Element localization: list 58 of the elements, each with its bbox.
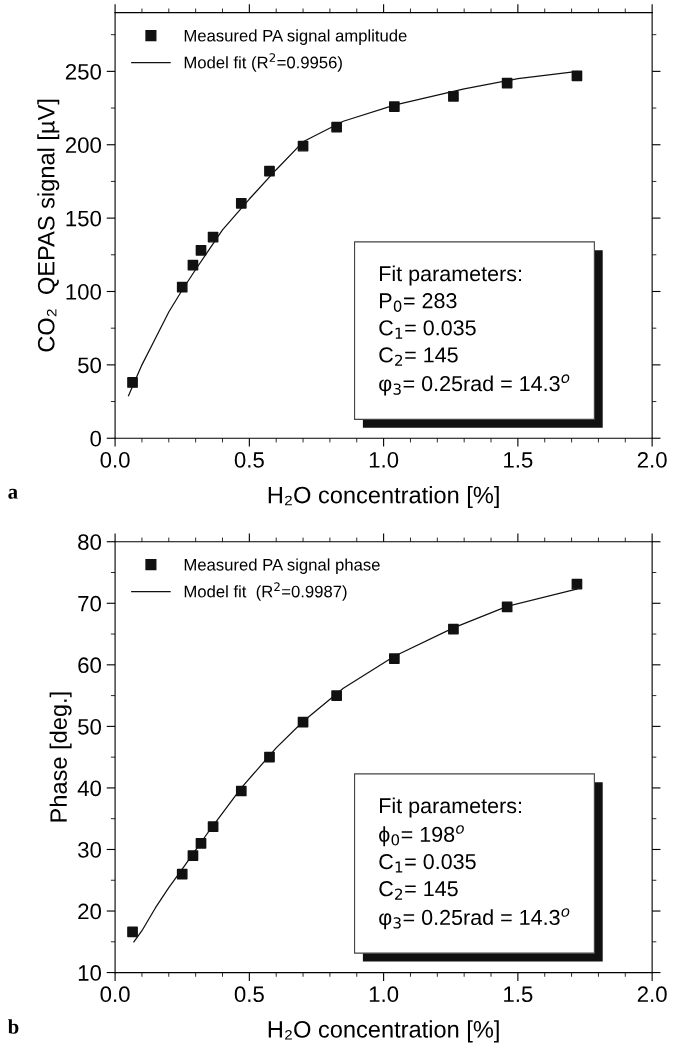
point bbox=[331, 121, 342, 133]
point bbox=[176, 281, 188, 293]
y-tick-label: 40 bbox=[77, 780, 102, 797]
point bbox=[264, 165, 275, 177]
y-tick-label: 10 bbox=[78, 965, 102, 981]
point bbox=[235, 785, 247, 797]
point bbox=[571, 70, 583, 82]
point bbox=[127, 926, 138, 938]
y-tick-label: 50 bbox=[78, 718, 102, 735]
point bbox=[571, 578, 583, 590]
legend-label: Measured PA signal phase bbox=[184, 558, 380, 574]
point bbox=[207, 231, 219, 243]
point bbox=[176, 868, 188, 880]
x-tick-label: 1.0 bbox=[369, 986, 399, 1003]
point bbox=[195, 245, 207, 256]
legend-label: Measured PA signal amplitude bbox=[184, 29, 407, 45]
y-tick-label: 0 bbox=[90, 430, 102, 447]
x-axis-title: H₂O concentration [%] bbox=[268, 1020, 499, 1043]
x-tick-label: 2.0 bbox=[637, 452, 667, 468]
text: Fit parameters: P$_{0}$= 283 C$_{1}$= 0.035 C$_{2}$= 145 φ$_{3}$= 0.25rad = 14.3$^{o}$ bbox=[379, 265, 570, 396]
point bbox=[187, 850, 199, 861]
x-tick-label: 2.0 bbox=[637, 986, 667, 1003]
y-tick-label: 60 bbox=[78, 657, 102, 674]
point bbox=[448, 623, 459, 635]
point bbox=[448, 90, 459, 102]
text: Fit parameters: ϕ$_{0}$= 198$^{o}$ C$_{1}$= 0.035 C$_{2}$= 145 φ$_{3}$= 0.25rad = 14.3$^{o}$ bbox=[379, 797, 570, 930]
x-tick-label: 0.5 bbox=[234, 452, 264, 468]
x-tick-label: 0.0 bbox=[100, 452, 130, 468]
x-axis-title: H₂O concentration [%] bbox=[268, 486, 499, 509]
x-tick-label: 1.5 bbox=[504, 452, 533, 468]
point bbox=[127, 377, 138, 388]
x-tick-label: 0.0 bbox=[100, 986, 130, 1003]
point bbox=[195, 837, 207, 849]
point bbox=[235, 198, 247, 209]
x-tick-label: 0.5 bbox=[234, 986, 264, 1003]
x-tick-label: 1.0 bbox=[369, 452, 399, 468]
y-tick-label: 70 bbox=[78, 595, 102, 612]
y-axis-title: CO₂ QEPAS signal [µV] bbox=[37, 99, 60, 352]
x-tick-label: 1.5 bbox=[504, 986, 533, 1003]
y-tick-label: 150 bbox=[66, 210, 102, 227]
legend-label: Model fit (R$^{2}$=0.9956) bbox=[184, 53, 342, 72]
text: a bbox=[8, 488, 18, 499]
point bbox=[331, 690, 342, 701]
point bbox=[264, 751, 275, 763]
legend-label: Model fit (R$^{2}$=0.9987) bbox=[184, 582, 347, 601]
point bbox=[207, 821, 219, 833]
y-tick-label: 200 bbox=[65, 137, 102, 154]
point bbox=[297, 140, 309, 152]
y-tick-label: 50 bbox=[78, 357, 102, 374]
text: b bbox=[7, 1019, 19, 1034]
y-tick-label: 250 bbox=[65, 63, 102, 80]
point bbox=[388, 653, 400, 665]
y-tick-label: 100 bbox=[66, 284, 102, 300]
point bbox=[388, 101, 400, 112]
y-tick-label: 20 bbox=[78, 903, 102, 920]
y-tick-label: 80 bbox=[78, 534, 102, 550]
y-axis-title: Phase [deg.] bbox=[49, 692, 72, 822]
y-tick-label: 30 bbox=[78, 842, 102, 858]
